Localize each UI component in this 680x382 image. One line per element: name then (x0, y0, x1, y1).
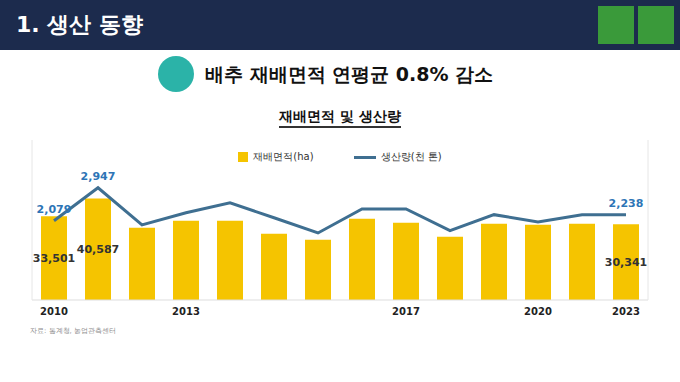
svg-text:2020: 2020 (524, 306, 552, 317)
svg-text:2,079: 2,079 (37, 203, 72, 216)
svg-text:2023: 2023 (612, 306, 640, 317)
html-text:생산량(천 톤): 생산량(천 톤) (380, 151, 442, 162)
html-text:재배면적 및 생산량: 재배면적 및 생산량 (279, 108, 401, 124)
svg-text:2017: 2017 (392, 306, 420, 317)
svg-text:40,587: 40,587 (77, 243, 119, 256)
html-text:재배면적(ha): 재배면적(ha) (253, 151, 314, 162)
svg-text:2,947: 2,947 (81, 170, 116, 183)
svg-text:2013: 2013 (172, 306, 200, 317)
svg-text:30,341: 30,341 (605, 256, 647, 269)
svg-text:33,501: 33,501 (33, 252, 75, 265)
html-text:자료: 통계청, 농업관측센터: 자료: 통계청, 농업관측센터 (30, 327, 116, 335)
svg-text:2010: 2010 (40, 306, 68, 317)
html-text:배추 재배면적 연평균 0.8% 감소: 배추 재배면적 연평균 0.8% 감소 (205, 63, 494, 85)
svg-text:2,238: 2,238 (609, 197, 644, 210)
html-text:1. 생산 동향: 1. 생산 동향 (16, 12, 143, 37)
